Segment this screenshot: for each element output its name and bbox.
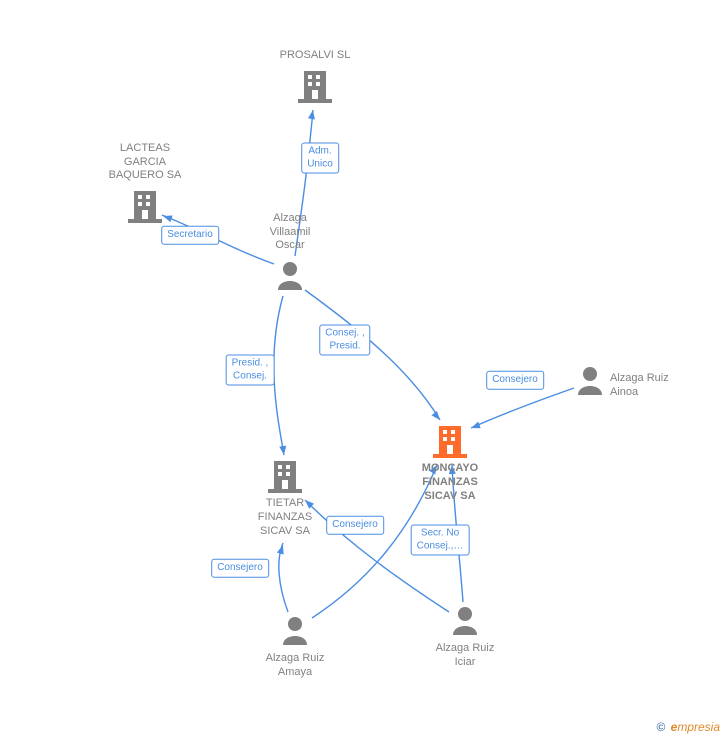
arrowhead-icon [162, 213, 173, 222]
edge-label-oscar-lacteas: Secretario [161, 226, 219, 245]
node-label: MONCAYO FINANZAS SICAV SA [390, 462, 510, 503]
edge-oscar-tietar [274, 296, 284, 455]
edge-label-oscar-tietar: Presid. , Consej. [226, 355, 275, 386]
person-icon [278, 262, 302, 290]
copyright-symbol: © [656, 720, 665, 734]
edge-label-iciar-moncayo: Secr. No Consej.,… [411, 525, 470, 556]
edge-label-amaya-moncayo: Consejero [326, 516, 384, 535]
edge-amaya-tietar [279, 543, 288, 612]
diagram-canvas: PROSALVI SL LACTEAS GARCIA BAQUERO SA MONC… [0, 0, 728, 740]
person-icon [453, 607, 477, 635]
brand-name: empresia [671, 720, 720, 734]
arrowhead-icon [308, 109, 316, 119]
node-lacteas[interactable]: LACTEAS GARCIA BAQUERO SA [85, 142, 205, 183]
edge-label-ainoa-moncayo: Consejero [486, 371, 544, 390]
edges-layer [0, 0, 728, 740]
arrowhead-icon [277, 544, 286, 555]
building-icon [268, 461, 302, 493]
node-label: LACTEAS GARCIA BAQUERO SA [85, 142, 205, 183]
person-icon [283, 617, 307, 645]
node-prosalvi[interactable]: PROSALVI SL [255, 49, 375, 63]
node-label: Alzaga Ruiz Iciar [405, 642, 525, 670]
edge-ainoa-moncayo [471, 388, 574, 428]
node-label: Alzaga Ruiz Amaya [235, 652, 355, 680]
node-oscar[interactable]: Alzaga Villaamil Oscar [230, 212, 350, 253]
node-iciar[interactable]: Alzaga Ruiz Iciar [405, 642, 525, 670]
node-ainoa[interactable]: Alzaga Ruiz Ainoa [610, 372, 710, 400]
node-label: Alzaga Villaamil Oscar [230, 212, 350, 253]
building-icon [433, 426, 467, 458]
building-icon [128, 191, 162, 223]
node-label: PROSALVI SL [255, 49, 375, 63]
node-label: Alzaga Ruiz Ainoa [610, 372, 710, 400]
node-amaya[interactable]: Alzaga Ruiz Amaya [235, 652, 355, 680]
edge-label-oscar-moncayo: Consej. , Presid. [319, 325, 370, 356]
edge-label-oscar-prosalvi: Adm. Unico [301, 143, 339, 174]
building-icon [298, 71, 332, 103]
attribution-footer: © empresia [656, 720, 720, 734]
arrowhead-icon [279, 446, 287, 456]
node-moncayo[interactable]: MONCAYO FINANZAS SICAV SA [390, 462, 510, 503]
arrowhead-icon [470, 422, 481, 432]
arrowhead-icon [432, 411, 443, 422]
edge-label-amaya-tietar: Consejero [211, 559, 269, 578]
person-icon [578, 367, 602, 395]
